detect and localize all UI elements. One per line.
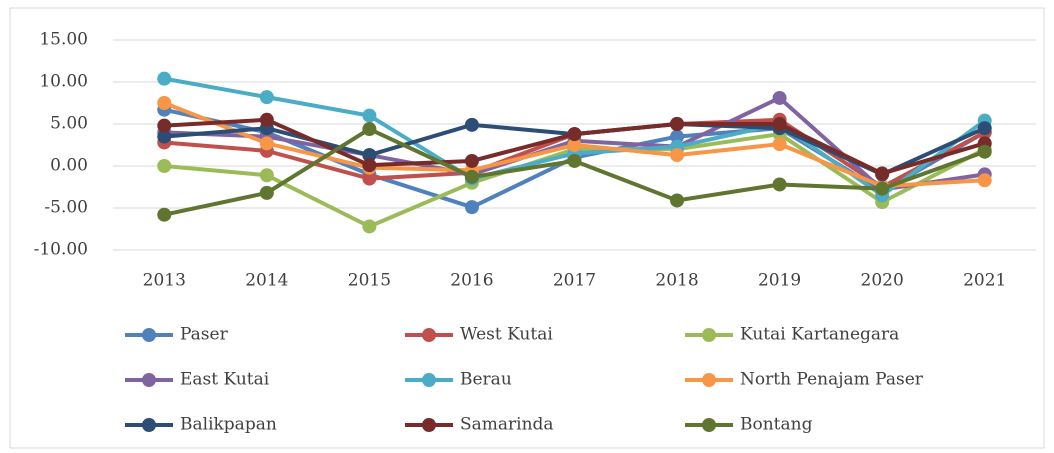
data-point	[157, 118, 172, 133]
legend-swatch-marker	[142, 418, 156, 432]
data-point	[772, 137, 787, 152]
legend-label: Balikpapan	[180, 415, 277, 435]
data-point	[772, 90, 787, 105]
data-point	[464, 169, 479, 184]
data-point	[362, 122, 377, 137]
data-point	[157, 129, 172, 144]
data-point	[670, 193, 685, 208]
data-point	[670, 148, 685, 163]
data-point	[157, 71, 172, 86]
legend-label: Berau	[460, 370, 512, 390]
data-point	[259, 136, 274, 151]
legend-label: East Kutai	[180, 370, 270, 390]
x-tick-label: 2015	[348, 271, 391, 291]
data-point	[362, 108, 377, 123]
y-tick-label: 15.00	[39, 30, 88, 50]
legend-swatch-marker	[422, 328, 436, 342]
data-point	[567, 138, 582, 152]
x-tick-label: 2020	[861, 271, 904, 291]
data-point	[464, 153, 479, 168]
legend-label: North Penajam Paser	[740, 370, 924, 390]
data-point	[362, 158, 377, 173]
data-point	[362, 219, 377, 234]
legend-swatch-marker	[702, 328, 716, 342]
data-point	[259, 90, 274, 105]
data-point	[977, 121, 992, 136]
legend-swatch-marker	[702, 418, 716, 432]
x-tick-label: 2019	[758, 271, 801, 291]
data-point	[157, 159, 172, 173]
data-point	[875, 166, 890, 181]
y-tick-label: 0.00	[50, 156, 88, 176]
data-point	[567, 153, 582, 168]
x-tick-label: 2017	[553, 271, 596, 291]
y-tick-label: 5.00	[50, 114, 88, 134]
x-tick-label: 2013	[143, 271, 186, 291]
data-point	[157, 96, 172, 110]
y-tick-label: -5.00	[44, 198, 88, 218]
x-tick-label: 2014	[245, 271, 288, 291]
data-point	[157, 207, 172, 222]
data-point	[259, 112, 274, 127]
data-point	[977, 173, 992, 188]
data-point	[464, 117, 479, 132]
data-point	[362, 171, 377, 186]
data-point	[362, 148, 377, 163]
legend-swatch-marker	[142, 328, 156, 342]
legend-label: Paser	[180, 325, 229, 345]
legend-swatch-marker	[142, 373, 156, 387]
data-point	[670, 117, 685, 131]
data-point	[977, 144, 992, 159]
legend-swatch-marker	[702, 373, 716, 387]
data-point	[259, 168, 274, 183]
legend-label: Bontang	[740, 415, 813, 435]
data-point	[772, 177, 787, 192]
y-tick-label: 10.00	[39, 72, 88, 92]
data-point	[670, 129, 685, 144]
legend-label: Samarinda	[460, 415, 554, 435]
legend-label: Kutai Kartanegara	[740, 325, 899, 345]
y-tick-label: -10.00	[34, 240, 88, 260]
data-point	[259, 185, 274, 200]
x-tick-label: 2018	[655, 271, 698, 291]
legend-swatch-marker	[422, 418, 436, 432]
legend-label: West Kutai	[460, 325, 553, 345]
data-point	[875, 181, 890, 196]
x-tick-label: 2021	[963, 271, 1006, 291]
data-point	[772, 117, 787, 131]
legend-swatch-marker	[422, 373, 436, 387]
x-tick-label: 2016	[450, 271, 493, 291]
data-point	[464, 200, 479, 215]
data-point	[567, 127, 582, 142]
